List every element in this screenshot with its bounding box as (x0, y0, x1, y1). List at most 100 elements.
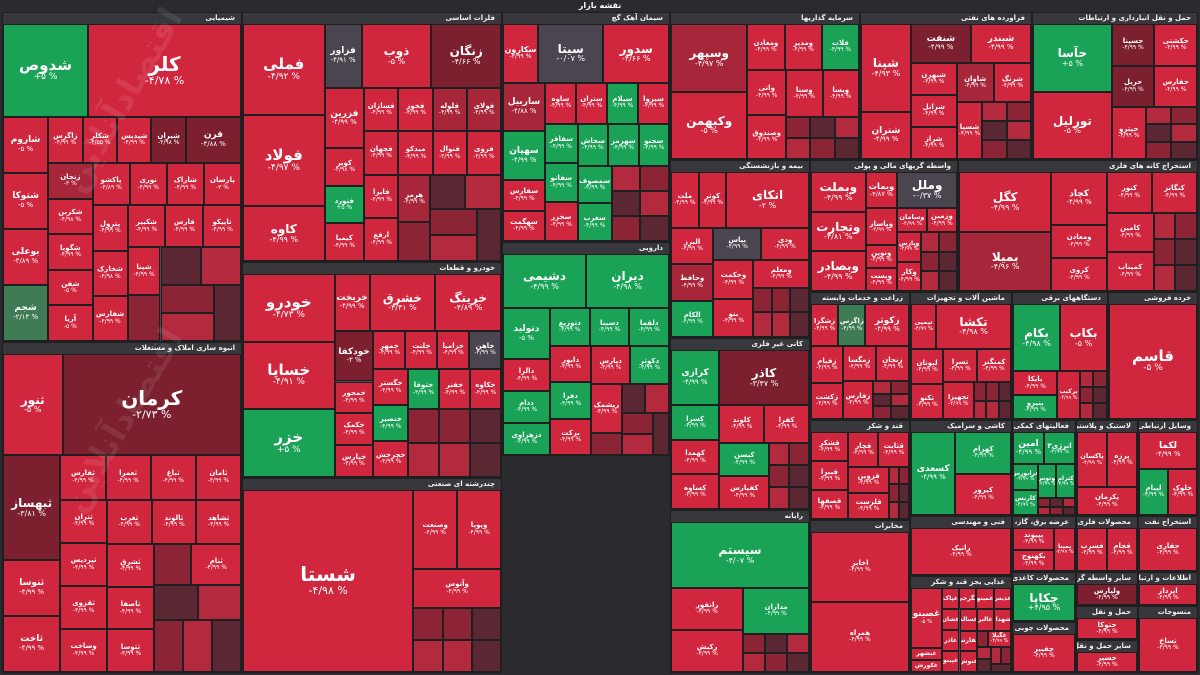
small-tile[interactable] (891, 406, 909, 419)
small-tile[interactable] (769, 486, 790, 509)
stock-tile[interactable]: لوتوس -۴/۹۹ % (1037, 464, 1057, 499)
stock-tile[interactable]: غپاک (941, 588, 960, 610)
stock-tile[interactable]: ثنور -۵ % (3, 354, 63, 456)
stock-tile[interactable]: ومعادن -۴/۹۹ % (1051, 224, 1107, 258)
stock-tile[interactable]: وسنا -۴/۹۹ % (786, 70, 823, 118)
stock-tile[interactable]: ولپارس -۴/۹۹ % (1077, 584, 1137, 605)
stock-tile[interactable]: نوری -۴/۹۹ % (129, 162, 167, 206)
stock-tile[interactable]: ثشاهد -۴/۹۹ % (196, 499, 241, 545)
small-tile[interactable] (212, 619, 241, 672)
stock-tile[interactable]: پارسان -۳ % (203, 162, 241, 206)
small-tile[interactable] (1093, 371, 1107, 388)
small-tile[interactable] (611, 165, 641, 191)
stock-tile[interactable]: خمهر -۴/۹۹ % (373, 330, 406, 370)
stock-tile[interactable]: کساوه -۴/۹۹ % (671, 474, 720, 509)
stock-tile[interactable]: ودی -۴/۹۹ % (761, 227, 809, 261)
stock-tile[interactable]: خریخت -۴/۹۹ % (334, 274, 370, 331)
stock-tile[interactable]: وصندوق -۴/۹۹ % (747, 114, 787, 159)
small-tile[interactable] (787, 634, 809, 654)
stock-tile[interactable]: پاکسان -۴/۹۹ % (1077, 432, 1107, 488)
stock-tile[interactable]: ونوین -۴/۹۹ % (865, 245, 897, 268)
stock-tile[interactable]: میدکو -۴/۹۹ % (398, 131, 433, 175)
stock-tile[interactable]: چکاپا +۴/۹۵ % (1013, 584, 1075, 621)
stock-tile[interactable]: انرژی۳ -۴/۹۹ % (1044, 432, 1075, 465)
stock-tile[interactable]: خگستر -۴/۹۹ % (373, 369, 409, 406)
stock-tile[interactable]: وحکمت -۴/۹۹ % (713, 260, 754, 299)
stock-tile[interactable]: سخاش -۴/۹۹ % (577, 123, 609, 166)
small-tile[interactable] (982, 140, 1007, 159)
small-tile[interactable] (977, 630, 988, 647)
stock-tile[interactable]: خمحور -۴/۹۹ % (334, 381, 374, 414)
stock-tile[interactable]: شفن -۵ % (48, 269, 93, 306)
small-tile[interactable] (1153, 238, 1176, 265)
stock-tile[interactable]: سدور -۴/۶۶ % (603, 24, 669, 83)
stock-tile[interactable]: وبصادر -۴/۹۹ % (811, 251, 866, 291)
stock-tile[interactable]: سجنو -۴/۹۹ % (638, 123, 669, 166)
stock-tile[interactable]: نساخ -۴/۹۹ % (1139, 618, 1197, 672)
stock-tile[interactable]: کچاد -۴/۹۹ % (1051, 172, 1107, 225)
small-tile[interactable] (977, 646, 991, 660)
stock-tile[interactable]: ثغرب -۴/۹۹ % (106, 499, 152, 545)
stock-tile[interactable]: شبندر -۴/۹۹ % (970, 24, 1031, 63)
small-tile[interactable] (439, 443, 470, 477)
small-tile[interactable] (1062, 506, 1075, 515)
stock-tile[interactable]: غالبر (976, 609, 994, 631)
stock-tile[interactable]: حتوکا -۴/۹۹ % (1077, 618, 1137, 639)
stock-tile[interactable]: وزمین -۴/۹۹ % (926, 208, 957, 233)
stock-tile[interactable]: وپویا -۴/۹۹ % (457, 490, 501, 569)
stock-tile[interactable]: همراه -۴/۹۹ % (811, 602, 909, 672)
small-tile[interactable] (1006, 121, 1031, 141)
stock-tile[interactable]: خشرق -۴/۴۱ % (369, 274, 436, 331)
stock-tile[interactable]: فولای -۴/۹۹ % (466, 88, 501, 132)
stock-tile[interactable]: ومدیر -۴/۹۹ % (784, 24, 822, 71)
stock-tile[interactable]: زاگرس -۴/۹۹ % (48, 116, 83, 163)
stock-tile[interactable]: وکار -۴/۹۹ % (896, 261, 922, 291)
stock-tile[interactable]: سهپان -۴/۹۹ % (503, 131, 545, 181)
small-tile[interactable] (1093, 403, 1107, 419)
small-tile[interactable] (1079, 371, 1094, 388)
small-tile[interactable] (439, 409, 470, 444)
small-tile[interactable] (1050, 498, 1063, 507)
small-tile[interactable] (939, 251, 957, 272)
stock-tile[interactable]: البرز -۴/۹۹ % (671, 227, 714, 265)
stock-tile[interactable]: کنگانز -۴/۹۹ % (1151, 172, 1197, 213)
small-tile[interactable] (891, 381, 909, 394)
stock-tile[interactable]: خودرو -۴/۷۳ % (243, 274, 335, 342)
small-tile[interactable] (429, 209, 478, 236)
stock-tile[interactable]: زنجان -۳ % (48, 162, 93, 199)
stock-tile[interactable]: کپرور -۴/۹۹ % (955, 473, 1011, 515)
stock-tile[interactable]: واتی -۴/۹۹ % (747, 70, 787, 115)
stock-tile[interactable]: دتوزیع -۴/۹۹ % (549, 308, 590, 346)
stock-tile[interactable]: غپینو (941, 651, 960, 672)
stock-tile[interactable]: سیتا -۰/۰۷ % (537, 24, 604, 83)
stock-tile[interactable]: حسینا -۴/۹۹ % (1111, 24, 1155, 66)
stock-tile[interactable]: شرانل -۴/۹۹ % (910, 94, 957, 127)
small-tile[interactable] (154, 584, 198, 620)
stock-tile[interactable]: شیران -۴/۹۸ % (151, 116, 186, 163)
small-tile[interactable] (990, 663, 1011, 672)
small-tile[interactable] (1000, 646, 1011, 664)
stock-tile[interactable]: غگرجی (959, 588, 977, 610)
small-tile[interactable] (789, 464, 809, 487)
small-tile[interactable] (873, 381, 892, 394)
stock-tile[interactable]: ختوقا -۴/۹۹ % (408, 369, 439, 410)
stock-tile[interactable]: پترول -۴/۹۹ % (92, 205, 128, 251)
stock-tile[interactable]: دفرا -۴/۹۹ % (549, 382, 592, 419)
small-tile[interactable] (1175, 238, 1197, 265)
stock-tile[interactable]: خپارس -۴/۹۹ % (334, 445, 374, 477)
small-tile[interactable] (790, 287, 809, 313)
stock-tile[interactable]: سمصوف -۴/۹۹ % (577, 165, 612, 204)
stock-tile[interactable]: زفارس -۴/۹۹ % (842, 381, 874, 419)
stock-tile[interactable]: فنوال -۴/۹۹ % (432, 131, 467, 175)
stock-tile[interactable]: وحافظ -۴/۹۹ % (671, 264, 714, 301)
stock-tile[interactable]: امین -۴/۹۹ % (1013, 432, 1044, 465)
stock-tile[interactable]: اپرداز -۴/۹۹ % (1139, 584, 1197, 605)
stock-tile[interactable]: شپنا -۴/۹۳ % (861, 24, 911, 113)
small-tile[interactable] (810, 138, 835, 159)
stock-tile[interactable]: دکوثر -۴/۹۹ % (630, 345, 669, 385)
stock-tile[interactable]: کرازی -۴/۹۹ % (671, 350, 719, 406)
stock-tile[interactable]: شرنگ -۴/۹۹ % (993, 62, 1031, 103)
stock-tile[interactable]: کاوه -۴/۹۹ % (243, 206, 325, 261)
small-tile[interactable] (771, 312, 791, 337)
small-tile[interactable] (640, 165, 669, 191)
